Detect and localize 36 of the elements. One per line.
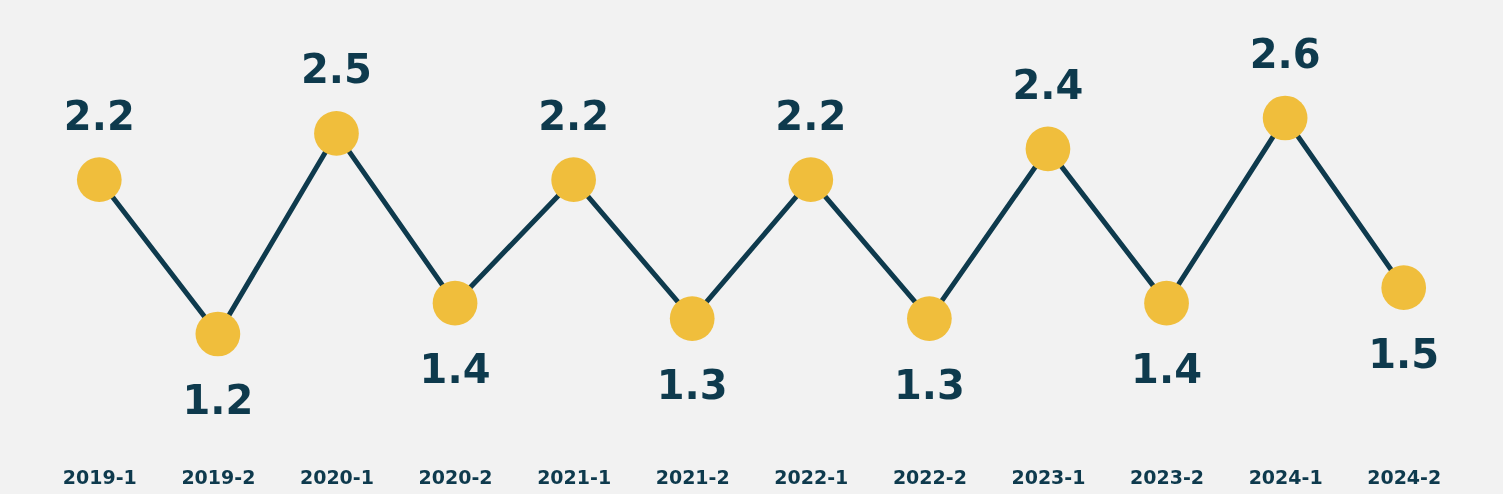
point — [432, 280, 478, 326]
data-label: 1.3 — [893, 361, 965, 408]
data-label: 2.5 — [301, 46, 372, 93]
point — [907, 296, 952, 341]
point — [314, 111, 359, 156]
x-tick-label: 2023-2 — [1130, 465, 1205, 488]
point — [788, 157, 834, 203]
x-tick-label: 2020-1 — [299, 465, 374, 488]
point — [195, 311, 241, 357]
x-tick-label: 2024-2 — [1367, 465, 1442, 488]
data-label: 1.4 — [1131, 346, 1202, 393]
point — [1381, 265, 1427, 311]
point — [551, 157, 596, 203]
x-tick-label: 2020-2 — [418, 465, 493, 488]
data-label: 2.2 — [63, 92, 135, 139]
x-tick-label: 2022-2 — [892, 465, 967, 488]
x-tick-label: 2024-1 — [1248, 465, 1323, 488]
data-label: 1.2 — [182, 377, 254, 423]
data-label: 2.4 — [1012, 61, 1084, 108]
x-tick-label: 2023-1 — [1011, 465, 1086, 488]
point — [1144, 280, 1189, 326]
point — [669, 296, 715, 341]
x-tick-label: 2021-1 — [537, 465, 612, 488]
point — [1262, 95, 1308, 141]
point — [1025, 126, 1071, 172]
data-label: 2.2 — [775, 92, 847, 139]
data-label: 1.3 — [656, 361, 728, 408]
data-label: 2.2 — [538, 92, 610, 139]
data-label: 2.6 — [1249, 31, 1321, 77]
x-tick-label: 2021-2 — [655, 465, 730, 488]
data-label: 1.4 — [419, 346, 491, 393]
x-tick-label: 2019-2 — [181, 465, 256, 488]
point — [76, 157, 122, 203]
x-tick-label: 2022-1 — [774, 465, 849, 488]
data-label: 1.5 — [1368, 330, 1440, 377]
x-tick-label: 2019-1 — [62, 465, 137, 488]
